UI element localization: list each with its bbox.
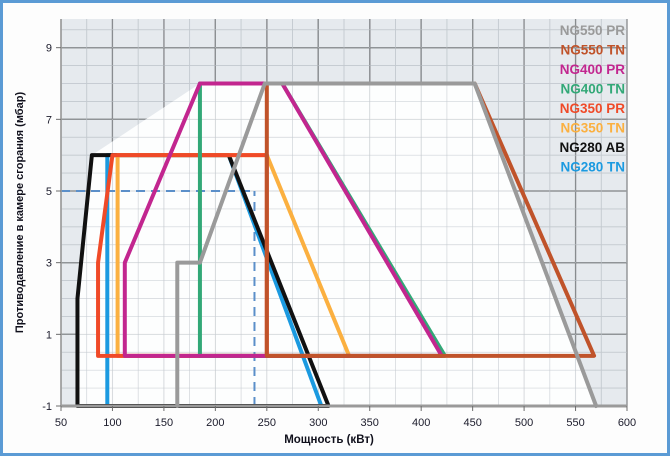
x-tick-label: 600 [618,417,636,429]
x-axis-title-text: Мощность (кВт) [284,434,374,446]
x-tick-labels: 50 100 150 200 250 300 350 400 450 500 550 600 [55,406,636,429]
y-tick-label: 9 [46,43,52,55]
y-tick-label: 1 [46,329,52,341]
x-tick-label: 200 [206,417,224,429]
legend-entry-ng550-pr[interactable]: NG550 PR [560,23,626,38]
series-line-ng550-pr [175,81,599,408]
y-tick-label: 3 [46,258,52,270]
x-tick-label: 400 [412,417,430,429]
legend-entry-ng280-ab[interactable]: NG280 AB [559,140,625,155]
legend-entry-ng550-tn[interactable]: NG550 TN [560,43,625,58]
x-tick-label: 500 [515,417,533,429]
legend: NG550 PR NG550 TN NG400 PR NG400 TN NG350 PR… [559,23,625,175]
y-tick-label: -1 [42,401,52,413]
x-tick-label: 450 [463,417,481,429]
x-tick-label: 100 [103,417,121,429]
y-tick-label: 5 [46,186,52,198]
legend-entry-ng400-tn[interactable]: NG400 TN [560,82,625,97]
x-tick-label: 550 [566,417,584,429]
reference-lines [61,190,256,406]
x-tick-label: 350 [361,417,379,429]
y-tick-label: 7 [46,114,52,126]
combustion-backpressure-chart: 50 100 150 200 250 300 350 400 450 500 550 600 -1 1 3 5… [14,19,636,446]
y-axis-title-text: Противодавление в камере сгорания (мбар) [14,92,26,334]
x-tick-label: 300 [309,417,327,429]
y-tick-labels: -1 1 3 5 7 9 [42,43,61,413]
legend-entry-ng350-pr[interactable]: NG350 PR [560,101,626,116]
x-tick-label: 250 [258,417,276,429]
legend-entry-ng350-tn[interactable]: NG350 TN [560,121,625,136]
x-tick-label: 50 [55,417,67,429]
legend-entry-ng400-pr[interactable]: NG400 PR [560,62,626,77]
x-tick-label: 150 [155,417,173,429]
legend-entry-ng280-tn[interactable]: NG280 TN [560,160,625,175]
